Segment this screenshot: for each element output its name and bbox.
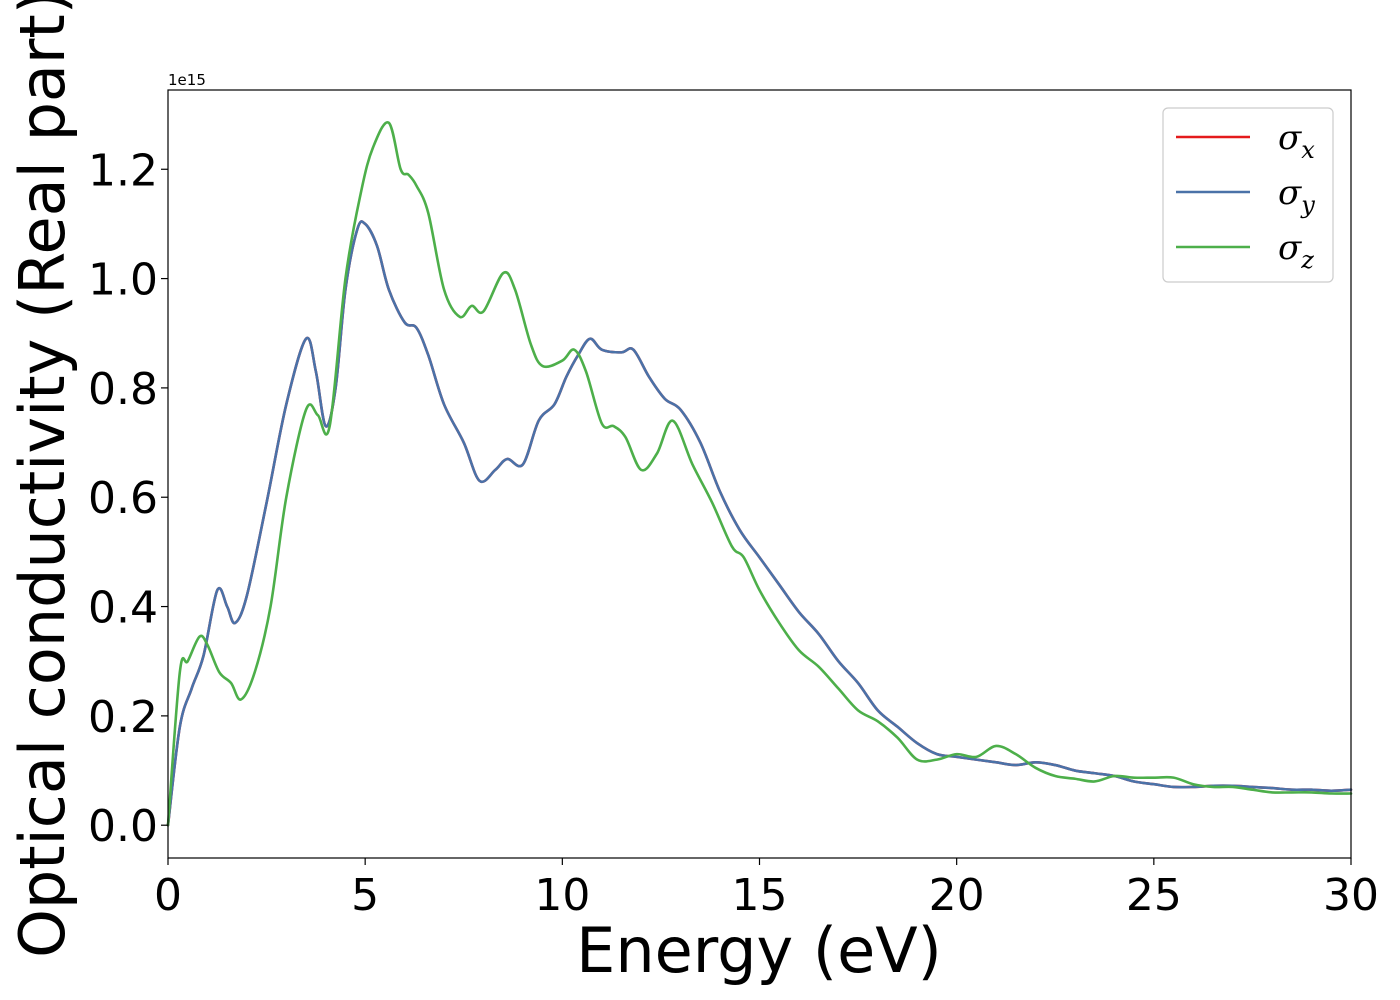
x-tick-label: 15 <box>732 870 788 921</box>
legend-box <box>1162 107 1334 283</box>
legend-entries: σx σy σz <box>1176 118 1315 274</box>
y-tick-label: 0.6 <box>88 473 158 524</box>
series-layer <box>166 121 1353 827</box>
plot-area <box>168 90 1351 858</box>
y-axis-label: Optical conductivity (Real part) <box>6 0 79 958</box>
legend-label-y: σy <box>1278 173 1315 219</box>
x-axis-label: Energy (eV) <box>576 914 942 987</box>
y-tick-label: 1.0 <box>88 255 158 306</box>
y-tick-label: 0.8 <box>88 364 158 415</box>
y-tick-label: 0.2 <box>88 692 158 743</box>
x-axis: 0 5 10 15 20 25 30 <box>154 858 1379 921</box>
x-tick-label: 10 <box>534 870 590 921</box>
x-tick-label: 30 <box>1323 870 1379 921</box>
y-tick-label: 1.2 <box>88 145 158 196</box>
legend-label-x: σx <box>1278 118 1315 164</box>
series-line-z <box>166 121 1353 827</box>
x-tick-label: 20 <box>929 870 985 921</box>
x-tick-label: 0 <box>154 870 182 921</box>
legend: σx σy σz <box>1162 107 1334 283</box>
y-tick-label: 0.4 <box>88 583 158 634</box>
x-tick-label: 25 <box>1126 870 1182 921</box>
y-axis: 0.0 0.2 0.4 0.6 0.8 1.0 1.2 <box>88 145 168 852</box>
y-offset-label: 1e15 <box>168 71 206 89</box>
legend-label-z: σz <box>1278 228 1314 274</box>
x-tick-label: 5 <box>351 870 379 921</box>
y-tick-label: 0.0 <box>88 801 158 852</box>
